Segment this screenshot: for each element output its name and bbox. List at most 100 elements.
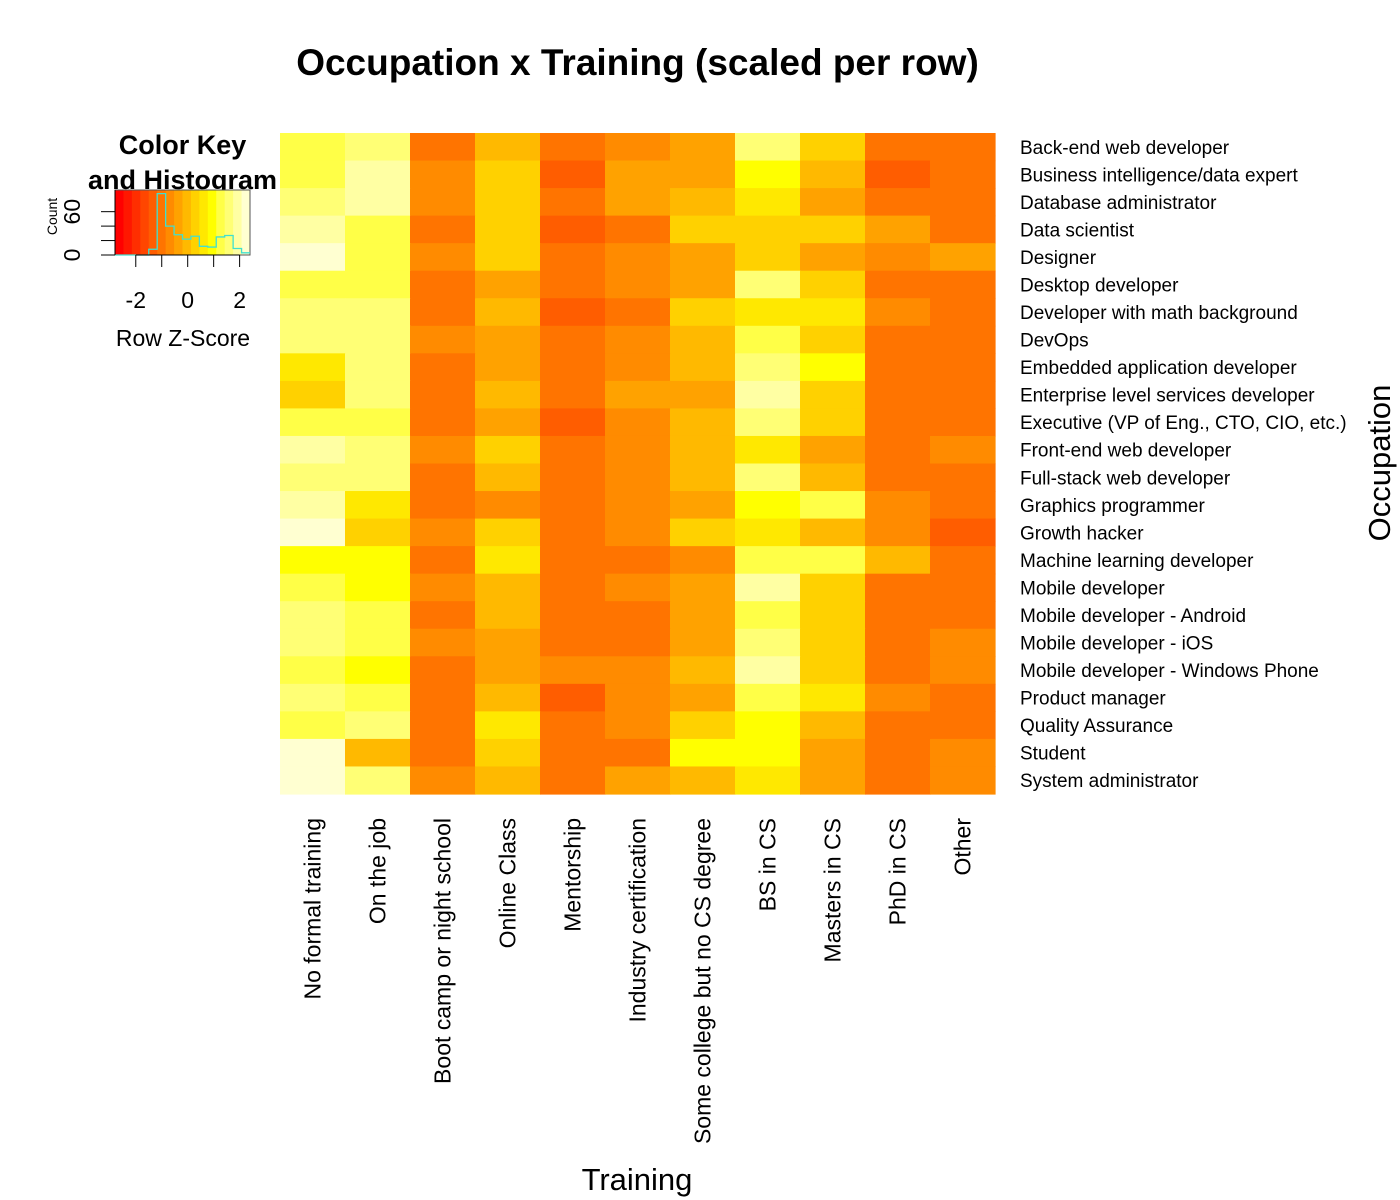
heatmap-cell: [800, 325, 866, 354]
heatmap-cell: [345, 408, 411, 437]
heatmap-cell: [800, 628, 866, 657]
column-label: Other: [950, 818, 976, 876]
heatmap-cell: [410, 766, 476, 795]
heatmap-cell: [735, 270, 801, 299]
heatmap-cell: [280, 270, 346, 299]
heatmap-cell: [475, 270, 541, 299]
heatmap-cell: [800, 435, 866, 465]
heatmap-cell: [410, 243, 476, 272]
heatmap-cell: [410, 380, 476, 410]
heatmap-cell: [670, 353, 736, 382]
heatmap-cell: [735, 656, 801, 685]
heatmap-cell: [345, 188, 411, 217]
heatmap-cell: [475, 491, 541, 520]
heatmap-cell: [800, 215, 866, 244]
row-label: Mobile developer - iOS: [1020, 634, 1213, 655]
row-label: Database administrator: [1020, 193, 1217, 214]
heatmap-cell: [410, 628, 476, 657]
heatmap-cell: [280, 573, 346, 602]
heatmap-cell: [670, 435, 736, 465]
heatmap-cell: [735, 628, 801, 657]
row-label: Desktop developer: [1020, 275, 1179, 296]
heatmap-cell: [605, 380, 671, 410]
heatmap-cell: [280, 133, 346, 162]
heatmap-cell: [410, 133, 476, 162]
heatmap-cell: [540, 573, 606, 602]
heatmap-cell: [605, 270, 671, 299]
column-label: BS in CS: [755, 818, 781, 911]
heatmap-cell: [475, 656, 541, 685]
heatmap-cell: [930, 325, 996, 354]
heatmap-cell: [345, 491, 411, 520]
heatmap-cell: [345, 628, 411, 657]
heatmap-cell: [410, 160, 476, 189]
heatmap-cell: [540, 628, 606, 657]
heatmap-cell: [605, 573, 671, 602]
heatmap-cell: [605, 160, 671, 189]
row-label: Mobile developer: [1020, 578, 1165, 599]
row-label: Quality Assurance: [1020, 716, 1173, 737]
heatmap-cell: [930, 380, 996, 410]
heatmap-cell: [670, 738, 736, 768]
histogram-line: [115, 192, 250, 256]
heatmap-cell: [735, 243, 801, 272]
row-label: Student: [1020, 744, 1086, 765]
heatmap-cell: [605, 243, 671, 272]
row-label: Back-end web developer: [1020, 138, 1230, 159]
heatmap-cell: [475, 711, 541, 740]
heatmap-cell: [280, 243, 346, 272]
key-x-label: Row Z-Score: [116, 325, 250, 351]
heatmap-cell: [475, 353, 541, 382]
heatmap-cell: [670, 573, 736, 602]
heatmap-cell: [930, 518, 996, 547]
heatmap-cell: [735, 215, 801, 244]
heatmap-cell: [280, 188, 346, 217]
heatmap-cell: [540, 738, 606, 768]
heatmap-cell: [865, 766, 931, 795]
heatmap-cell: [670, 491, 736, 520]
heatmap-cell: [280, 160, 346, 189]
heatmap-cell: [800, 656, 866, 685]
heatmap-cell: [670, 711, 736, 740]
heatmap-cell: [670, 408, 736, 437]
heatmap-cell: [540, 215, 606, 244]
heatmap-cell: [930, 766, 996, 795]
heatmap-cell: [410, 518, 476, 547]
heatmap-cell: [345, 656, 411, 685]
heatmap-cell: [605, 188, 671, 217]
heatmap-cell: [930, 353, 996, 382]
row-label: System administrator: [1020, 771, 1199, 792]
heatmap-cell: [605, 546, 671, 575]
heatmap-cell: [540, 711, 606, 740]
heatmap-cell: [475, 628, 541, 657]
heatmap-cell: [930, 573, 996, 602]
heatmap-cell: [930, 243, 996, 272]
heatmap-cell: [800, 766, 866, 795]
heatmap-cell: [670, 766, 736, 795]
heatmap-cell: [800, 491, 866, 520]
heatmap-cell: [540, 683, 606, 712]
row-label: Designer: [1020, 248, 1097, 269]
heatmap-cell: [930, 628, 996, 657]
heatmap-cell: [605, 628, 671, 657]
row-label: Machine learning developer: [1020, 551, 1254, 572]
heatmap-cell: [410, 738, 476, 768]
heatmap-cell: [345, 298, 411, 327]
heatmap-cell: [930, 215, 996, 244]
heatmap-cell: [345, 546, 411, 575]
heatmap-cell: [670, 188, 736, 217]
heatmap-cell: [540, 188, 606, 217]
column-label: Boot camp or night school: [430, 818, 456, 1084]
heatmap-cell: [735, 601, 801, 630]
heatmap-cell: [540, 160, 606, 189]
heatmap-cell: [930, 160, 996, 189]
heatmap-cell: [280, 711, 346, 740]
heatmap-cell: [345, 215, 411, 244]
heatmap-cell: [410, 683, 476, 712]
heatmap-cell: [865, 711, 931, 740]
heatmap-cell: [865, 133, 931, 162]
column-label: Online Class: [495, 818, 521, 948]
row-label: DevOps: [1020, 331, 1089, 352]
heatmap-cell: [670, 298, 736, 327]
heatmap-cell: [670, 243, 736, 272]
